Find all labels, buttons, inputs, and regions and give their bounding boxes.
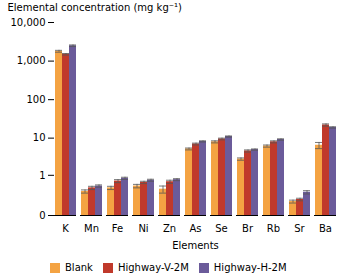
svg-text:0: 0 xyxy=(39,210,45,221)
svg-text:Se: Se xyxy=(215,223,228,234)
svg-text:Sr: Sr xyxy=(294,223,305,234)
svg-text:Ba: Ba xyxy=(319,223,332,234)
svg-text:Mn: Mn xyxy=(84,223,99,234)
svg-text:Ni: Ni xyxy=(138,223,148,234)
svg-text:10,000: 10,000 xyxy=(11,17,46,28)
svg-text:As: As xyxy=(189,223,201,234)
svg-text:Zn: Zn xyxy=(163,223,176,234)
svg-text:1: 1 xyxy=(39,170,45,181)
svg-text:Fe: Fe xyxy=(112,223,123,234)
svg-text:K: K xyxy=(62,223,69,234)
html-text:Blank: Blank xyxy=(65,262,93,273)
html-text:Highway-V-2M: Highway-V-2M xyxy=(117,262,189,273)
svg-text:Elemental concentration (mg kg: Elemental concentration (mg kg⁻¹) xyxy=(8,2,183,13)
svg-text:Br: Br xyxy=(242,223,254,234)
html-text:Highway-H-2M: Highway-H-2M xyxy=(213,262,287,273)
svg-text:Rb: Rb xyxy=(267,223,280,234)
svg-text:1,000: 1,000 xyxy=(17,55,46,66)
svg-text:Elements: Elements xyxy=(172,240,219,251)
svg-text:10: 10 xyxy=(33,132,46,143)
svg-text:100: 100 xyxy=(26,94,45,105)
